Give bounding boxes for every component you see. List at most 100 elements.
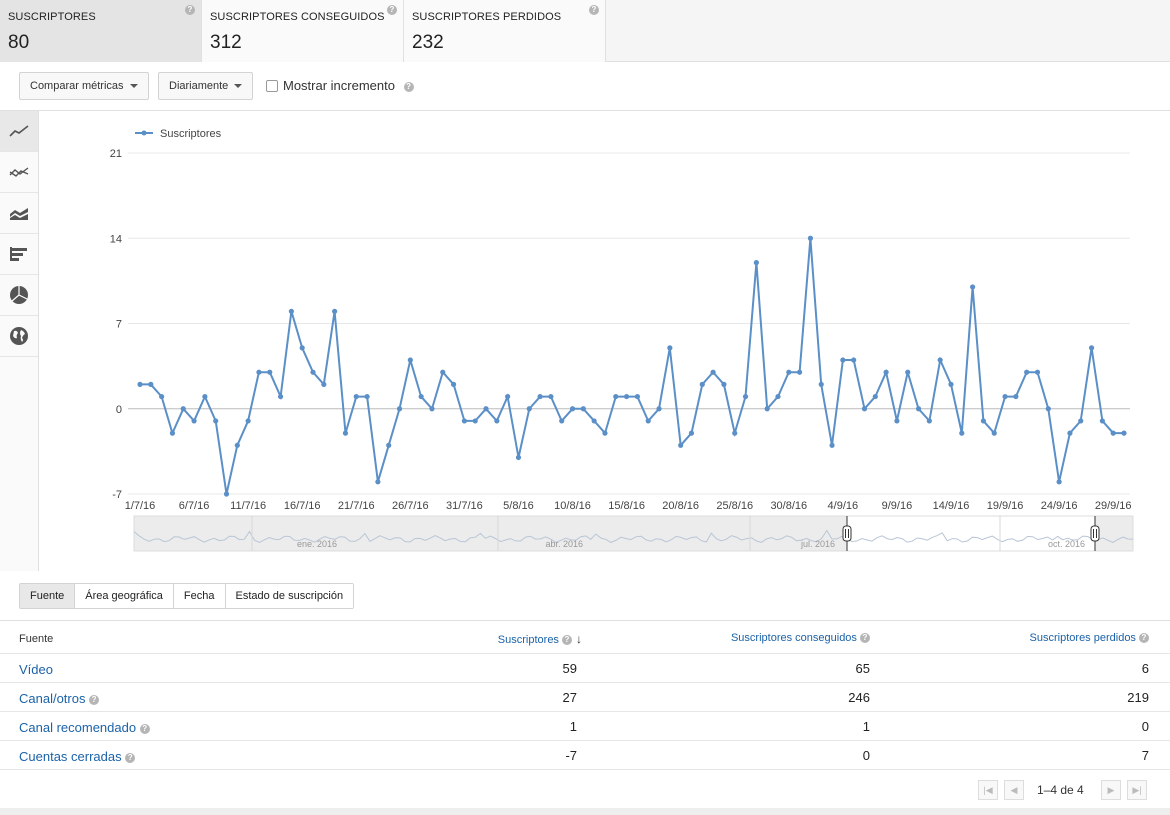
data-point (1110, 430, 1116, 436)
multi-line-chart-button[interactable] (0, 152, 38, 193)
x-tick-label: 14/9/16 (933, 500, 970, 512)
first-page-button[interactable]: |◀ (978, 780, 998, 800)
range-end-handle[interactable] (1090, 525, 1100, 542)
data-point (213, 418, 219, 424)
data-point (526, 406, 532, 412)
chart-toolbar: Comparar métricas Diariamente Mostrar in… (0, 62, 1170, 111)
data-point (959, 430, 965, 436)
data-point (515, 454, 522, 461)
data-point (223, 491, 230, 497)
data-point (1024, 369, 1030, 375)
globe-map-icon (10, 327, 28, 345)
line-chart-button[interactable] (0, 111, 38, 152)
source-link[interactable]: Cuentas cerradas (19, 749, 122, 764)
tab-geography[interactable]: Área geográfica (75, 584, 174, 608)
x-tick-label: 10/8/16 (554, 500, 591, 512)
show-increment-checkbox[interactable] (266, 80, 278, 92)
metric-card-subscribers[interactable]: SUSCRIPTORES 80 ? (0, 0, 202, 62)
metric-value: 232 (412, 32, 444, 53)
cell-subscribers: 1 (569, 719, 577, 734)
x-tick-label: 26/7/16 (392, 500, 429, 512)
data-point (386, 442, 392, 448)
help-icon[interactable]: ? (1139, 633, 1149, 644)
x-tick-label: 16/7/16 (284, 500, 321, 512)
map-chart-button[interactable] (0, 316, 38, 357)
data-point (332, 308, 338, 314)
compare-metrics-button[interactable]: Comparar métricas (19, 72, 149, 100)
data-table: Fuente Suscriptores ? ↓ Suscriptores cons… (0, 620, 1170, 770)
bar-chart-button[interactable] (0, 234, 38, 275)
pie-chart-button[interactable] (0, 275, 38, 316)
x-tick-label: 6/7/16 (179, 500, 210, 512)
line-chart-icon (9, 125, 29, 137)
tab-subscription-status[interactable]: Estado de suscripción (225, 584, 354, 608)
data-point (1121, 430, 1127, 436)
data-point (840, 357, 846, 363)
data-point (948, 381, 954, 387)
next-page-button[interactable]: ▶ (1101, 780, 1121, 800)
source-link[interactable]: Canal recomendado (19, 720, 137, 735)
data-point (537, 393, 543, 400)
help-icon[interactable]: ? (589, 5, 599, 15)
metric-card-subscribers-lost[interactable]: SUSCRIPTORES PERDIDOS 232 ? (404, 0, 606, 62)
data-point (991, 430, 997, 436)
period-label: Diariamente (169, 80, 229, 92)
last-page-button[interactable]: ▶| (1127, 780, 1147, 800)
x-tick-label: 29/9/16 (1095, 500, 1132, 512)
help-icon[interactable]: ? (139, 723, 150, 734)
cell-subscribers-lost: 0 (1141, 719, 1149, 734)
help-icon[interactable]: ? (185, 5, 195, 15)
sort-down-arrow-icon: ↓ (576, 632, 582, 646)
cell-subscribers: 59 (562, 661, 577, 676)
data-point (461, 418, 467, 424)
data-point (851, 357, 857, 363)
help-icon[interactable]: ? (403, 81, 414, 92)
help-icon[interactable]: ? (562, 635, 572, 646)
data-point (277, 393, 284, 400)
pagination: |◀ ◀ 1–4 de 4 ▶ ▶| (0, 780, 1170, 802)
help-icon[interactable]: ? (125, 752, 136, 763)
header-subscribers-label: Suscriptores (497, 634, 559, 646)
help-icon[interactable]: ? (860, 633, 870, 644)
page-range-text: 1–4 de 4 (1037, 783, 1084, 797)
data-point (1099, 418, 1105, 424)
metric-cards: SUSCRIPTORES 80 ? SUSCRIPTORES CONSEGUID… (0, 0, 1170, 62)
header-subscribers-gained[interactable]: Suscriptores conseguidos ? (731, 632, 870, 644)
data-point (256, 369, 262, 375)
period-dropdown[interactable]: Diariamente (158, 72, 254, 100)
tab-source[interactable]: Fuente (20, 584, 76, 608)
overview-month-label: jul. 2016 (800, 539, 835, 549)
data-point (375, 479, 381, 485)
y-tick-label: 21 (110, 148, 122, 160)
data-point (970, 284, 976, 290)
table-body: Vídeo 59 65 6 Canal/otros ? 27 246 219 Canal rec… (0, 654, 1170, 770)
help-icon[interactable]: ? (89, 694, 100, 705)
data-point (753, 260, 759, 266)
header-subscribers[interactable]: Suscriptores ? ↓ (498, 632, 582, 646)
header-subscribers-lost[interactable]: Suscriptores perdidos ? (1030, 632, 1149, 644)
data-point (591, 418, 597, 424)
prev-page-button[interactable]: ◀ (1004, 780, 1024, 800)
stacked-area-chart-button[interactable] (0, 193, 38, 234)
show-increment-label: Mostrar incremento ? (283, 78, 414, 93)
bar-chart-icon (10, 247, 27, 261)
table-row: Canal/otros ? 27 246 219 (0, 683, 1170, 712)
range-start-handle[interactable] (842, 525, 852, 542)
x-tick-label: 5/8/16 (503, 500, 534, 512)
data-point (634, 393, 641, 400)
data-point (915, 406, 922, 412)
data-point (688, 430, 695, 436)
source-link[interactable]: Vídeo (19, 662, 53, 677)
data-point (559, 418, 565, 424)
data-point (450, 381, 457, 387)
metric-card-subscribers-gained[interactable]: SUSCRIPTORES CONSEGUIDOS 312 ? (202, 0, 404, 62)
data-point (721, 381, 727, 387)
help-icon[interactable]: ? (387, 5, 397, 15)
data-point (472, 418, 478, 424)
data-point (883, 369, 889, 375)
source-link[interactable]: Canal/otros (19, 691, 86, 706)
tab-date[interactable]: Fecha (173, 584, 226, 608)
overview-unselected-right (1095, 516, 1133, 551)
data-point (310, 369, 316, 375)
